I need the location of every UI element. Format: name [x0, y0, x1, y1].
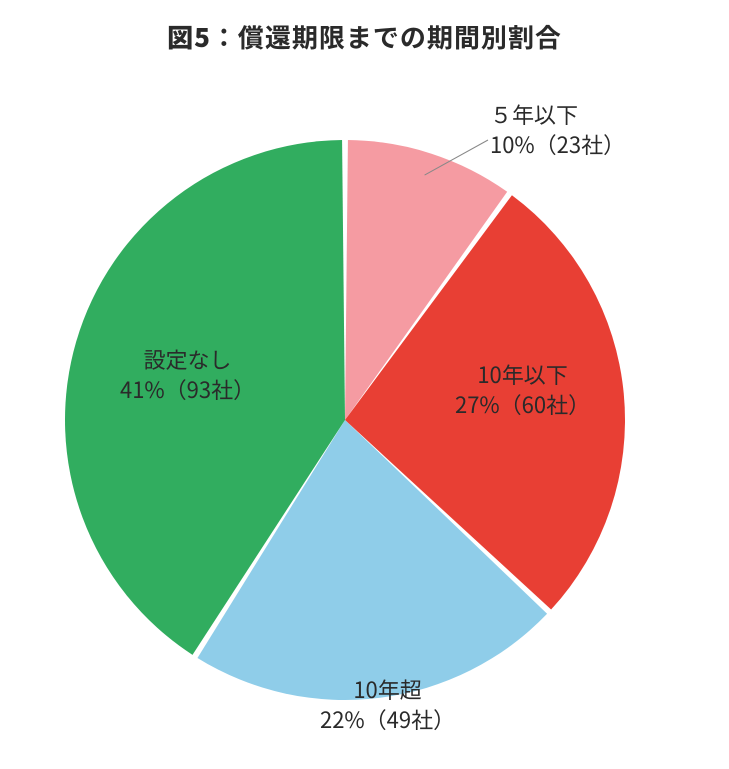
title-separator: ： [211, 18, 238, 55]
slice-label-line2: 22%（49社） [320, 705, 455, 735]
slice-label-line1: ５年以下 [490, 100, 625, 130]
slice-label-line1: 10年以下 [455, 360, 590, 390]
pie-chart-svg [0, 55, 729, 755]
slice-label-line2: 41%（93社） [120, 375, 255, 405]
figure-number: 図5 [167, 18, 211, 55]
slice-label-none: 設定なし41%（93社） [120, 345, 255, 404]
slice-label-line2: 27%（60社） [455, 390, 590, 420]
chart-title: 図5：償還期限までの期間別割合 [0, 0, 729, 55]
slice-label-lte10: 10年以下27%（60社） [455, 360, 590, 419]
slice-label-line1: 設定なし [120, 345, 255, 375]
slice-label-line2: 10%（23社） [490, 130, 625, 160]
slice-label-lte5: ５年以下10%（23社） [490, 100, 625, 159]
title-text: 償還期限までの期間別割合 [238, 18, 562, 55]
slice-label-line1: 10年超 [320, 675, 455, 705]
pie-chart-container: ５年以下10%（23社） 10年以下27%（60社） 10年超22%（49社） 設定な… [0, 55, 729, 755]
slice-label-gt10: 10年超22%（49社） [320, 675, 455, 734]
